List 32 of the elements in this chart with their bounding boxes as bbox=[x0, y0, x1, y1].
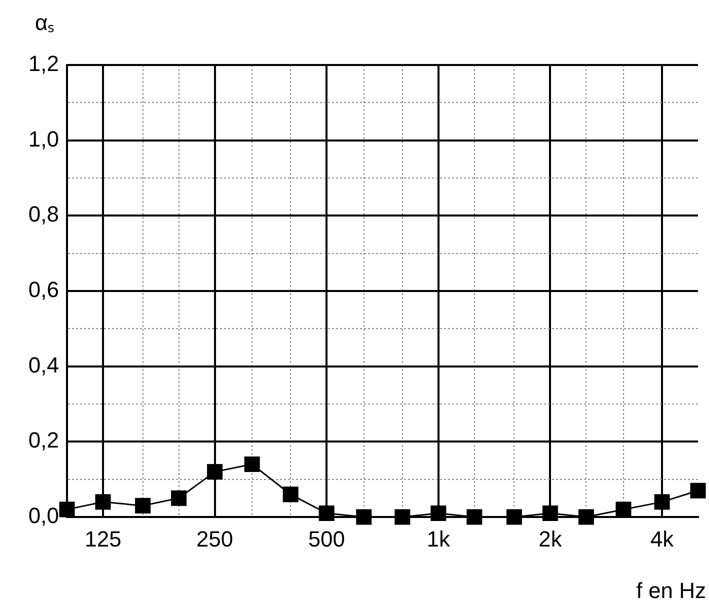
x-axis-title: f en Hz bbox=[636, 578, 706, 603]
point bbox=[654, 494, 670, 510]
point bbox=[430, 505, 446, 522]
point bbox=[690, 482, 706, 498]
y-tick-label: 0,0 bbox=[28, 503, 59, 528]
point bbox=[616, 502, 632, 518]
point bbox=[466, 509, 482, 525]
y-tick-label: 0,4 bbox=[28, 352, 59, 378]
x-tick-label: 4k bbox=[650, 526, 675, 552]
y-tick-label: 1,2 bbox=[28, 51, 59, 76]
point bbox=[171, 490, 187, 506]
x-tick-label: 1k bbox=[426, 526, 452, 552]
point bbox=[207, 464, 223, 480]
point bbox=[394, 509, 410, 525]
x-tick-label: 250 bbox=[196, 526, 234, 552]
y-tick-label: 0,6 bbox=[28, 277, 59, 302]
y-tick-label: 0,2 bbox=[28, 428, 59, 453]
point bbox=[59, 502, 75, 518]
point bbox=[282, 486, 298, 502]
point bbox=[244, 456, 260, 472]
y-axis-title: αₛ bbox=[35, 10, 55, 35]
y-tick-label: 1,0 bbox=[28, 126, 59, 152]
point bbox=[506, 509, 522, 525]
point bbox=[542, 505, 558, 522]
point bbox=[356, 509, 372, 525]
y-tick-label: 0,8 bbox=[28, 202, 59, 227]
point bbox=[95, 494, 111, 510]
x-tick-label: 2k bbox=[538, 526, 563, 552]
point bbox=[578, 509, 594, 525]
x-tick-label: 500 bbox=[308, 526, 345, 552]
point bbox=[318, 505, 334, 522]
x-tick-label: 125 bbox=[84, 526, 122, 552]
